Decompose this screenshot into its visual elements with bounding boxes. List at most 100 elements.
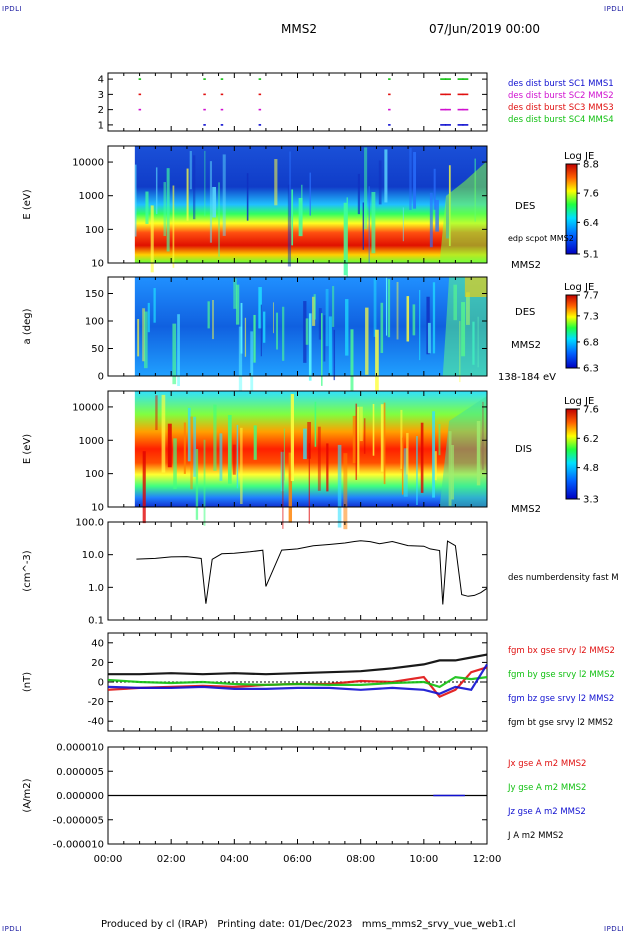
spectrogram-stripe	[321, 313, 323, 386]
y-tick-label: 100	[85, 225, 104, 236]
burst-mark	[203, 93, 206, 96]
des-pitch-colorbar-title: Log JE	[564, 282, 594, 293]
y-tick-label: 1000	[79, 436, 104, 447]
edp-scpot-label: edp scpot MMS2	[508, 234, 574, 243]
spectrogram-stripe	[289, 151, 291, 217]
spectrogram-stripe	[432, 411, 436, 498]
burst-mark	[440, 124, 447, 126]
y-tick-label: 10	[91, 259, 104, 270]
current-legend-entry: J A m2 MMS2	[507, 831, 564, 841]
y-tick-label: 1000	[79, 191, 104, 202]
y-axis-label: a (deg)	[22, 308, 33, 344]
burst-mark	[138, 93, 142, 96]
spectrogram-stripe	[161, 394, 166, 473]
data-layer	[107, 78, 488, 797]
spectrogram-stripe	[318, 308, 322, 340]
colorbar-tick-label: 7.6	[583, 405, 599, 416]
des-energy-late-region	[439, 161, 487, 263]
colorbar-tick-label: 6.8	[583, 337, 599, 348]
spectrogram-stripe	[233, 278, 237, 309]
colorbar-tick-label: 7.7	[583, 291, 599, 302]
y-tick-label: 3	[98, 90, 104, 101]
spectrogram-stripe	[143, 311, 148, 369]
spectrogram-stripe	[413, 152, 417, 209]
spectrogram-stripe	[155, 167, 158, 215]
burst-legend-entry: des dist burst SC1 MMS1	[508, 79, 614, 89]
spectrogram-stripe	[328, 316, 332, 375]
spectrogram-stripe	[155, 395, 158, 431]
burst-legend-entry: des dist burst SC4 MMS4	[508, 115, 614, 125]
y-tick-label: -40	[88, 717, 104, 728]
burst-mark	[444, 124, 451, 126]
spectrogram-stripe	[260, 304, 262, 357]
y-tick-label: 10000	[72, 402, 104, 413]
spectrogram-stripe	[375, 329, 379, 395]
burst-mark	[444, 78, 451, 80]
spectrogram-stripe	[343, 453, 348, 530]
spectrogram-stripe	[274, 159, 278, 206]
y-tick-label: 20	[91, 658, 104, 669]
burst-mark	[220, 78, 224, 80]
spectrogram-stripe	[189, 151, 192, 190]
spectrogram-stripe	[145, 191, 149, 224]
spectrogram-stripe	[433, 168, 436, 210]
spectrogram-stripe	[195, 449, 199, 520]
spectrogram-stripe	[212, 186, 217, 218]
spectrogram-stripe	[186, 168, 189, 221]
spectrogram-stripe	[192, 155, 196, 220]
plot-canvas: 1 2 3 4 des dist burst SC1 MMS1 des dist burs…	[22, 72, 619, 865]
y-tick-label: 100	[85, 469, 104, 480]
burst-mark	[462, 93, 469, 96]
corner-label-tr: IPDLI	[604, 5, 625, 13]
spectrogram-stripe	[333, 329, 336, 381]
spectrogram-stripe	[207, 301, 210, 329]
burst-mark	[220, 93, 224, 96]
spectrogram-stripe	[203, 439, 206, 526]
burst-mark	[440, 78, 447, 80]
fgm-legend-entry: fgm bt gse srvy l2 MMS2	[508, 718, 613, 728]
des-energy-spacecraft-label: MMS2	[511, 260, 541, 271]
spectrogram-stripe	[406, 432, 409, 475]
spectrogram-stripe	[307, 421, 311, 459]
spectrogram-stripe	[308, 443, 310, 524]
y-tick-label: 0	[98, 372, 104, 383]
spectrogram-stripe	[352, 415, 356, 464]
dis-energy-colorbar-title: Log JE	[564, 396, 594, 407]
des-energy-label: DES	[515, 201, 535, 212]
spectrogram-stripe	[406, 296, 410, 342]
y-tick-label: -20	[88, 697, 104, 708]
time-tick-label: 02:00	[157, 854, 186, 865]
spectrogram-stripe	[337, 444, 342, 528]
spectrogram-stripe	[303, 428, 307, 460]
density-legend-entry: des numberdensity fast M	[508, 573, 619, 583]
spectrogram-stripe	[238, 326, 243, 399]
spectrogram-stripe	[193, 416, 197, 477]
spectrogram-stripe	[166, 168, 170, 252]
spectrogram-stripe	[301, 184, 303, 219]
corner-label-bl: IPDLI	[2, 925, 23, 933]
density-line	[136, 540, 488, 605]
y-tick-label: 1.0	[88, 583, 104, 594]
spectrogram-stripe	[298, 197, 303, 237]
colorbar-tick-label: 6.4	[583, 218, 599, 229]
spectrogram-stripe	[387, 279, 391, 338]
spectrogram-stripe	[305, 318, 309, 345]
dis-energy-label: DIS	[515, 444, 532, 455]
colorbar-tick-label: 8.8	[583, 160, 599, 171]
pitch-late-region	[442, 277, 487, 376]
spectrogram-stripe	[167, 423, 172, 468]
y-tick-label: 10	[91, 503, 104, 514]
burst-mark	[462, 78, 469, 80]
spectrogram-stripe	[272, 302, 274, 334]
spectrogram-stripe	[253, 425, 257, 460]
time-tick-label: 04:00	[220, 854, 249, 865]
text-layer: 1 2 3 4 des dist burst SC1 MMS1 des dist burs…	[22, 75, 619, 865]
y-axis-label: E (eV)	[22, 189, 33, 219]
time-tick-label: 06:00	[283, 854, 312, 865]
fgm-legend-entry: fgm bz gse srvy l2 MMS2	[508, 694, 614, 704]
burst-mark	[457, 93, 464, 96]
y-tick-label: 2	[98, 105, 104, 116]
spectrogram-stripe	[373, 278, 377, 337]
des-pitch-spacecraft-label: MMS2	[511, 340, 541, 351]
des-energy-colorbar	[565, 163, 578, 255]
